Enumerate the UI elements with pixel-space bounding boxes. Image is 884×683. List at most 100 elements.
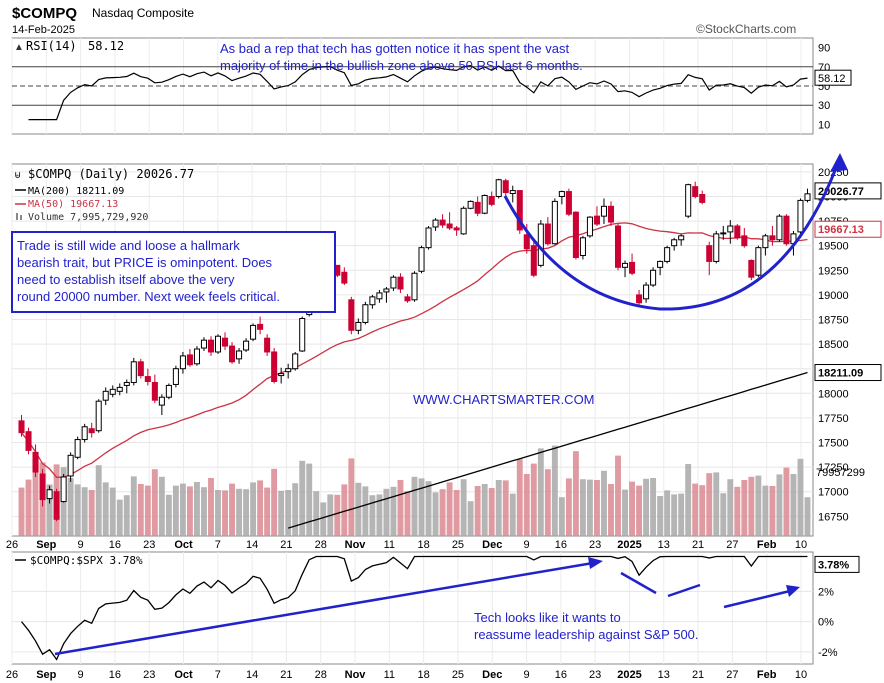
volume-bar bbox=[769, 486, 776, 536]
candle-body bbox=[369, 296, 376, 306]
volume-bar bbox=[643, 478, 650, 536]
volume-bar bbox=[713, 472, 720, 536]
candle-body bbox=[348, 299, 355, 331]
candle-body bbox=[797, 199, 804, 233]
candle-body bbox=[488, 195, 495, 205]
chart-date: 14-Feb-2025 bbox=[12, 24, 75, 36]
candle-body bbox=[88, 428, 95, 434]
ratio-tick-label: -2% bbox=[818, 647, 838, 659]
volume-bar bbox=[544, 469, 551, 536]
candle-body bbox=[207, 339, 215, 353]
rsi-last-value-text: 58.12 bbox=[818, 73, 846, 85]
ratio-annotation: Tech looks like it wants to reassume lea… bbox=[474, 610, 699, 642]
candle-body bbox=[186, 354, 193, 366]
candle-body bbox=[411, 272, 418, 301]
volume-bar bbox=[88, 490, 95, 536]
price-legend-title: $COMPQ (Daily) 20026.77 bbox=[28, 167, 194, 181]
volume-legend-swatch-2 bbox=[20, 215, 22, 220]
volume-bar bbox=[460, 479, 467, 536]
volume-bar bbox=[558, 497, 565, 536]
volume-bar bbox=[313, 491, 320, 536]
x-axis-label: 2025 bbox=[617, 669, 641, 681]
x-axis-label: 11 bbox=[384, 669, 395, 681]
candle-body bbox=[607, 205, 615, 223]
volume-bar bbox=[636, 485, 643, 536]
volume-legend-swatch bbox=[16, 213, 18, 220]
candle-body bbox=[481, 194, 488, 214]
candle-body bbox=[250, 324, 257, 340]
x-axis-label: 18 bbox=[418, 669, 430, 681]
ratio-tick-label: 0% bbox=[818, 617, 834, 629]
volume-bar bbox=[608, 484, 614, 536]
candle-body bbox=[362, 304, 369, 323]
candle-body bbox=[544, 223, 551, 245]
volume-bar bbox=[530, 463, 537, 536]
candle-body bbox=[804, 193, 811, 201]
candle-body bbox=[53, 491, 60, 520]
price-annotation-box bbox=[11, 231, 336, 313]
volume-bar bbox=[46, 484, 53, 536]
candle-body bbox=[699, 194, 706, 203]
rsi-last-value-box bbox=[814, 69, 852, 86]
candle-body bbox=[762, 235, 769, 249]
volume-bar bbox=[165, 494, 172, 536]
x-axis-label: 14 bbox=[246, 669, 258, 681]
x-axis-label: 26 bbox=[6, 669, 18, 681]
price-legend-icon: ⊌ bbox=[14, 170, 21, 181]
x-axis-label: 7 bbox=[215, 539, 221, 551]
candle-body bbox=[341, 271, 348, 284]
volume-bar bbox=[664, 490, 671, 536]
candle-body bbox=[95, 400, 102, 432]
x-axis-label: 23 bbox=[589, 539, 601, 551]
candle-body bbox=[474, 201, 481, 214]
volume-bar bbox=[509, 493, 516, 536]
candle-body bbox=[39, 473, 46, 501]
volume-bar bbox=[285, 490, 292, 536]
x-axis-label: 16 bbox=[109, 539, 121, 551]
volume-bar bbox=[222, 490, 228, 536]
x-axis-label: 21 bbox=[692, 669, 704, 681]
x-axis-label: 21 bbox=[280, 669, 292, 681]
volume-bar bbox=[18, 487, 25, 536]
candle-body bbox=[432, 219, 439, 228]
ma50-line bbox=[20, 222, 808, 478]
price-tick-label: 17750 bbox=[818, 413, 849, 425]
ratio-last-value-text: 3.78% bbox=[818, 559, 849, 571]
candle-body bbox=[460, 207, 467, 235]
price-tick-label: 17500 bbox=[818, 438, 849, 450]
candle-body bbox=[614, 225, 622, 268]
candle-body bbox=[769, 235, 776, 241]
candle-body bbox=[636, 294, 643, 304]
candle-body bbox=[229, 345, 236, 363]
candle-body bbox=[144, 376, 151, 382]
ratio-trend-arrowhead-main bbox=[588, 557, 603, 569]
volume-bar bbox=[299, 460, 306, 536]
candle-body bbox=[502, 180, 509, 194]
volume-bar bbox=[208, 478, 214, 536]
volume-last-value-label: 79957299 bbox=[816, 467, 865, 479]
volume-bar bbox=[762, 485, 769, 536]
volume-bar bbox=[172, 485, 179, 536]
candle-body bbox=[776, 215, 783, 241]
volume-bar bbox=[236, 488, 243, 536]
candle-body bbox=[783, 215, 790, 245]
x-axis-label: Dec bbox=[482, 669, 502, 681]
price-tick-label: 18000 bbox=[818, 388, 849, 400]
volume-bar bbox=[130, 476, 137, 536]
x-axis-label: 28 bbox=[315, 669, 327, 681]
x-axis-label: 25 bbox=[452, 539, 464, 551]
candle-body bbox=[565, 191, 572, 215]
candle-body bbox=[292, 353, 299, 370]
x-axis-label: 2025 bbox=[617, 539, 641, 551]
volume-bar bbox=[671, 494, 678, 536]
candle-body bbox=[523, 234, 530, 250]
x-axis-label: 23 bbox=[143, 669, 155, 681]
volume-bar bbox=[755, 475, 762, 536]
x-axis-label: 13 bbox=[658, 539, 670, 551]
volume-bar bbox=[615, 455, 621, 536]
volume-bar bbox=[383, 488, 390, 536]
candle-body bbox=[285, 368, 292, 373]
volume-bar bbox=[137, 484, 144, 536]
volume-bar bbox=[320, 502, 327, 536]
